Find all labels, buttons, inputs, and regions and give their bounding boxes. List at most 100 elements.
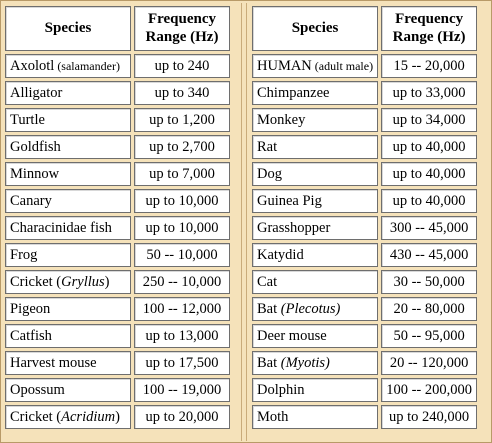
species-name: Goldfish xyxy=(10,138,61,155)
species-cell: Goldfish xyxy=(5,135,131,159)
species-cell: Katydid xyxy=(252,243,379,267)
species-name: Minnow xyxy=(10,165,60,182)
species-name: Opossum xyxy=(10,381,65,398)
species-name: Pigeon xyxy=(10,300,51,317)
species-name: Guinea Pig xyxy=(257,192,322,209)
table-row: Canary up to 10,000 xyxy=(5,189,230,213)
table-row: Axolotl (salamander) up to 240 xyxy=(5,54,230,78)
table-row: Dolphin 100 -- 200,000 xyxy=(252,378,478,402)
frequency-range-cell: 20 -- 120,000 xyxy=(381,351,478,375)
table-row: Frog 50 -- 10,000 xyxy=(5,243,230,267)
table-row: Guinea Pig up to 40,000 xyxy=(252,189,478,213)
species-name: Cat xyxy=(257,273,278,290)
species-cell: Alligator xyxy=(5,81,131,105)
species-cell: Minnow xyxy=(5,162,131,186)
species-name: HUMAN xyxy=(257,57,312,74)
species-name-close: ) xyxy=(115,408,120,425)
frequency-range-cell: up to 33,000 xyxy=(381,81,478,105)
header-row: Species Frequency Range (Hz) xyxy=(252,6,478,51)
table-row: Characinidae fish up to 10,000 xyxy=(5,216,230,240)
species-cell: Axolotl (salamander) xyxy=(5,54,131,78)
frequency-range-cell: up to 13,000 xyxy=(134,324,230,348)
species-cell: Pigeon xyxy=(5,297,131,321)
frequency-range-cell: up to 340 xyxy=(134,81,230,105)
species-name: Monkey xyxy=(257,111,306,128)
frequency-header-line2: Range (Hz) xyxy=(392,28,466,45)
species-cell: Moth xyxy=(252,405,379,429)
species-name: Frog xyxy=(10,246,38,263)
table-row: Minnow up to 7,000 xyxy=(5,162,230,186)
species-cell: Turtle xyxy=(5,108,131,132)
species-cell: Guinea Pig xyxy=(252,189,379,213)
species-name: Canary xyxy=(10,192,52,209)
species-qualifier: (salamander) xyxy=(54,58,120,73)
species-header: Species xyxy=(5,6,131,51)
table-row: Deer mouse 50 -- 95,000 xyxy=(252,324,478,348)
species-name: Turtle xyxy=(10,111,45,128)
frequency-header: Frequency Range (Hz) xyxy=(134,6,230,51)
table-row: Chimpanzee up to 33,000 xyxy=(252,81,478,105)
frequency-range-cell: up to 40,000 xyxy=(381,135,478,159)
species-name: Dolphin xyxy=(257,381,305,398)
table-row: Moth up to 240,000 xyxy=(252,405,478,429)
frequency-range-cell: 50 -- 10,000 xyxy=(134,243,230,267)
species-name: Characinidae fish xyxy=(10,219,112,236)
species-name: Catfish xyxy=(10,327,52,344)
table-row: Catfish up to 13,000 xyxy=(5,324,230,348)
species-cell: Bat (Plecotus) xyxy=(252,297,379,321)
table-row: Monkey up to 34,000 xyxy=(252,108,478,132)
frequency-header: Frequency Range (Hz) xyxy=(381,6,478,51)
frequency-range-cell: 30 -- 50,000 xyxy=(381,270,478,294)
frequency-range-cell: up to 1,200 xyxy=(134,108,230,132)
table-row: Turtle up to 1,200 xyxy=(5,108,230,132)
frequency-range-cell: 100 -- 12,000 xyxy=(134,297,230,321)
species-cell: Canary xyxy=(5,189,131,213)
table-row: Pigeon 100 -- 12,000 xyxy=(5,297,230,321)
frequency-header-line1: Frequency xyxy=(395,11,464,28)
species-name: Rat xyxy=(257,138,278,155)
frequency-range-cell: up to 40,000 xyxy=(381,162,478,186)
frequency-range-cell: up to 240 xyxy=(134,54,230,78)
species-cell: Cat xyxy=(252,270,379,294)
species-latin-name: (Plecotus) xyxy=(280,300,341,317)
species-name: Moth xyxy=(257,408,289,425)
species-cell: Rat xyxy=(252,135,379,159)
frequency-range-cell: up to 240,000 xyxy=(381,405,478,429)
frequency-range-cell: 100 -- 200,000 xyxy=(381,378,478,402)
species-cell: Deer mouse xyxy=(252,324,379,348)
table-row: Alligator up to 340 xyxy=(5,81,230,105)
table-row: Bat (Myotis) 20 -- 120,000 xyxy=(252,351,478,375)
species-cell: Dolphin xyxy=(252,378,379,402)
species-name: Axolotl xyxy=(10,57,55,74)
frequency-range-cell: up to 17,500 xyxy=(134,351,230,375)
table-row: Harvest mouse up to 17,500 xyxy=(5,351,230,375)
frequency-range-cell: 250 -- 10,000 xyxy=(134,270,230,294)
species-latin-name: Gryllus xyxy=(61,273,105,290)
species-latin-name: (Myotis) xyxy=(280,354,330,371)
header-row: Species Frequency Range (Hz) xyxy=(5,6,230,51)
species-name: Cricket ( xyxy=(10,408,62,425)
frequency-range-cell: up to 10,000 xyxy=(134,189,230,213)
species-latin-name: Acridium xyxy=(61,408,116,425)
species-name: Dog xyxy=(257,165,282,182)
frequency-header-line2: Range (Hz) xyxy=(145,28,219,45)
table-row: Dog up to 40,000 xyxy=(252,162,478,186)
species-cell: Catfish xyxy=(5,324,131,348)
species-cell: Opossum xyxy=(5,378,131,402)
frequency-header-line1: Frequency xyxy=(147,11,217,28)
table-row: Bat (Plecotus) 20 -- 80,000 xyxy=(252,297,478,321)
species-cell: Cricket (Gryllus) xyxy=(5,270,131,294)
frequency-range-cell: up to 20,000 xyxy=(134,405,230,429)
species-qualifier: (adult male) xyxy=(311,58,374,73)
table-row: Cricket (Acridium) up to 20,000 xyxy=(5,405,230,429)
species-name: Chimpanzee xyxy=(257,84,330,101)
species-name: Alligator xyxy=(10,84,63,101)
table-row: Opossum 100 -- 19,000 xyxy=(5,378,230,402)
frequency-range-cell: 50 -- 95,000 xyxy=(381,324,478,348)
species-name: Grasshopper xyxy=(257,219,331,236)
species-cell: Characinidae fish xyxy=(5,216,131,240)
frequency-table-left: Species Frequency Range (Hz) Axolotl (sa… xyxy=(2,3,233,432)
species-cell: Dog xyxy=(252,162,379,186)
frequency-range-cell: up to 40,000 xyxy=(381,189,478,213)
